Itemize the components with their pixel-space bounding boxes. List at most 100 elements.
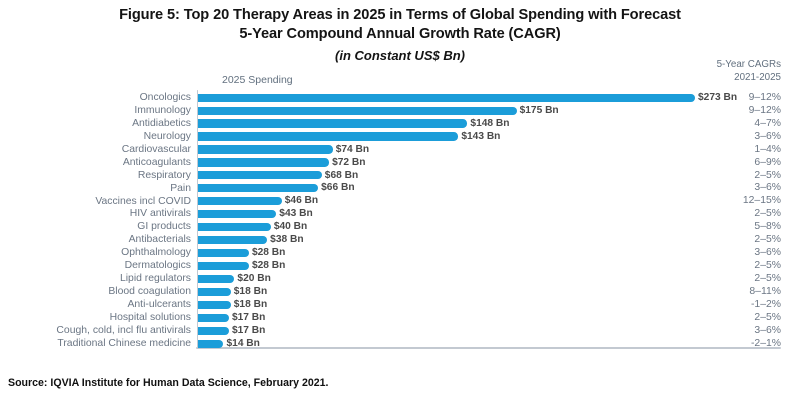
bar-value-label: $143 Bn: [461, 130, 501, 142]
cagr-value: 2–5%: [754, 273, 781, 285]
cagr-value: 3–6%: [754, 324, 781, 336]
source-note: Source: IQVIA Institute for Human Data S…: [8, 377, 329, 389]
chart-row: Cough, cold, incl flu antivirals $17 Bn 3–…: [0, 325, 800, 338]
chart-row: Ophthalmology $28 Bn 3–6%: [0, 247, 800, 260]
bar[interactable]: [198, 223, 271, 232]
category-label: Oncologics: [139, 91, 191, 103]
cagr-value: 5–8%: [754, 221, 781, 233]
cagr-value: 3–6%: [754, 247, 781, 259]
chart-row: GI products $40 Bn 5–8%: [0, 221, 800, 234]
bar-value-label: $28 Bn: [251, 260, 286, 272]
bar[interactable]: [198, 171, 322, 180]
category-label: Dermatologics: [124, 260, 191, 272]
bar[interactable]: [198, 248, 249, 258]
bar[interactable]: [198, 184, 319, 193]
bar-value-label: $72 Bn: [332, 156, 366, 168]
cagr-value: 6–9%: [754, 156, 781, 168]
cagr-value: 2–5%: [754, 311, 781, 323]
chart-row: Oncologics $273 Bn 9–12%: [0, 91, 800, 104]
chart-row: HIV antivirals $43 Bn 2–5%: [0, 208, 800, 221]
cagr-value: 9–12%: [748, 104, 781, 116]
category-label: Ophthalmology: [121, 247, 191, 259]
bar-value-label: $74 Bn: [335, 143, 370, 155]
bar[interactable]: [198, 287, 231, 297]
bar[interactable]: [198, 326, 229, 335]
bar-value-label: $43 Bn: [279, 208, 313, 220]
column-header-spending: 2025 Spending: [222, 74, 293, 86]
bar-value-label: $46 Bn: [284, 195, 319, 207]
chart-row: Antidiabetics $148 Bn 4–7%: [0, 117, 800, 130]
bar[interactable]: [198, 300, 231, 309]
bar-value-label: $17 Bn: [231, 324, 266, 336]
chart-row: Hospital solutions $17 Bn 2–5%: [0, 312, 800, 325]
bar-value-label: $68 Bn: [324, 169, 359, 181]
chart-row: Lipid regulators $20 Bn 2–5%: [0, 273, 800, 286]
cagr-value: 8–11%: [749, 286, 781, 298]
bar[interactable]: [198, 119, 468, 128]
category-label: Respiratory: [137, 169, 191, 181]
cagr-value: 2–5%: [754, 208, 781, 220]
title-block: Figure 5: Top 20 Therapy Areas in 2025 i…: [0, 6, 800, 64]
bar[interactable]: [198, 158, 330, 167]
bar[interactable]: [198, 210, 277, 219]
bar[interactable]: [198, 236, 268, 245]
chart-row: Pain $66 Bn 3–6%: [0, 182, 800, 195]
column-header-cagr-line1: 5-Year CAGRs: [716, 59, 781, 70]
category-label: Blood coagulation: [108, 286, 191, 298]
column-header-cagr-line2: 2021-2025: [734, 71, 781, 83]
figure-subtitle: (in Constant US$ Bn): [335, 48, 465, 63]
chart-row: Respiratory $68 Bn 2–5%: [0, 169, 800, 182]
category-label: Traditional Chinese medicine: [57, 337, 191, 349]
chart-row: Traditional Chinese medicine $14 Bn -2–1%: [0, 337, 800, 350]
cagr-value: 12–15%: [742, 195, 781, 207]
chart-row: Neurology $143 Bn 3–6%: [0, 130, 800, 143]
bar-value-label: $273 Bn: [698, 91, 738, 103]
bar-value-label: $18 Bn: [233, 286, 268, 298]
category-label: Lipid regulators: [119, 273, 191, 285]
bar[interactable]: [198, 339, 224, 348]
category-label: GI products: [137, 221, 191, 233]
cagr-value: 3–6%: [754, 182, 781, 194]
bar[interactable]: [198, 145, 333, 154]
category-label: Anti-ulcerants: [127, 299, 191, 311]
cagr-value: 9–12%: [748, 91, 781, 103]
column-header-cagr: 5-Year CAGRs 2021-2025: [600, 59, 781, 84]
bar-value-label: $20 Bn: [237, 273, 271, 285]
bar[interactable]: [198, 313, 229, 322]
category-label: Antibacterials: [128, 234, 191, 246]
chart-row: Dermatologics $28 Bn 2–5%: [0, 260, 800, 273]
bar[interactable]: [198, 132, 459, 141]
bar[interactable]: [198, 93, 695, 102]
bar-value-label: $17 Bn: [231, 311, 266, 323]
cagr-value: -1–2%: [750, 299, 781, 310]
chart-row: Cardiovascular $74 Bn 1–4%: [0, 143, 800, 156]
category-label: Pain: [170, 182, 191, 194]
bar[interactable]: [198, 274, 235, 284]
bar-chart-plot: Oncologics $273 Bn 9–12% Immunology $175 Bn 9…: [0, 88, 800, 350]
category-label: Cough, cold, incl flu antivirals: [56, 325, 191, 336]
category-label: Immunology: [134, 104, 191, 116]
x-axis-baseline: [196, 347, 781, 349]
bar[interactable]: [198, 197, 282, 206]
bar-value-label: $66 Bn: [321, 182, 355, 194]
category-label: HIV antivirals: [129, 208, 191, 220]
category-label: Antidiabetics: [132, 117, 191, 129]
bar[interactable]: [198, 261, 249, 271]
chart-row: Antibacterials $38 Bn 2–5%: [0, 234, 800, 247]
figure-title-line1: Figure 5: Top 20 Therapy Areas in 2025 i…: [119, 7, 681, 23]
category-label: Cardiovascular: [121, 143, 191, 155]
cagr-value: 1–4%: [754, 143, 781, 155]
bar-value-label: $28 Bn: [251, 247, 286, 259]
figure-title-line2: 5-Year Compound Annual Growth Rate (CAGR…: [239, 26, 561, 42]
chart-row: Blood coagulation $18 Bn 8–11%: [0, 286, 800, 299]
bar-value-label: $18 Bn: [233, 299, 268, 310]
bar-value-label: $175 Bn: [519, 104, 559, 116]
chart-row: Anticoagulants $72 Bn 6–9%: [0, 156, 800, 169]
cagr-value: 2–5%: [754, 169, 781, 181]
bar[interactable]: [198, 106, 517, 115]
category-label: Vaccines incl COVID: [95, 195, 191, 207]
category-label: Anticoagulants: [122, 156, 191, 168]
category-label: Hospital solutions: [109, 312, 191, 324]
y-axis-line: [196, 90, 198, 348]
